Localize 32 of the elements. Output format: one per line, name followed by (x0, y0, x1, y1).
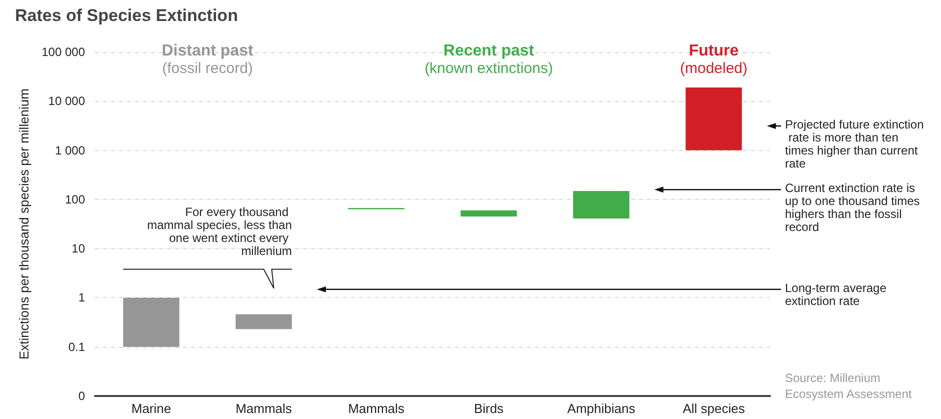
text: Projected future extinction rate is more than ten times higher than current rate (785, 117, 924, 170)
bar (460, 210, 517, 216)
annotation: (modeled) (680, 60, 748, 77)
annotation: For every thousand mammal species, less than one went extinct every millenium (147, 204, 292, 258)
text: Long-term average extinction rate (785, 280, 890, 308)
y-tick-label: 1 000 (54, 143, 86, 158)
y-tick-label: 10 000 (48, 94, 86, 108)
annotation: Distant past (162, 42, 254, 60)
y-axis-title: Extinctions per thousand species per millenium (16, 88, 32, 360)
annotation: Future (688, 42, 739, 60)
y-tick-label: 1 (78, 290, 86, 305)
bar (123, 298, 180, 347)
annotation: (known extinctions) (424, 60, 553, 77)
chart-title: Rates of Species Extinction (15, 6, 238, 25)
annotation: Recent past (443, 42, 535, 60)
y-tick-label: 100 000 (42, 45, 86, 59)
x-tick-label: Amphibians (567, 401, 636, 416)
bar (236, 314, 292, 330)
x-tick-label: Mammals (348, 401, 405, 416)
bar (686, 87, 742, 150)
source-note: Source: Millenium Ecosystem Assessment (785, 371, 912, 401)
y-tick-label: 10 (72, 242, 86, 256)
x-tick-label: All species (682, 401, 746, 416)
y-tick-label: 0 (78, 389, 86, 403)
bar (573, 191, 630, 218)
annotation: (fossil record) (162, 60, 253, 77)
x-tick-label: Marine (131, 401, 172, 416)
y-tick-label: 0.1 (68, 340, 86, 354)
y-tick-label: 100 (64, 192, 86, 206)
x-tick-label: Birds (474, 401, 504, 416)
x-tick-label: Mammals (236, 401, 292, 416)
text: Current extinction rate is up to one thousand times highers than the fossil record (785, 181, 924, 234)
